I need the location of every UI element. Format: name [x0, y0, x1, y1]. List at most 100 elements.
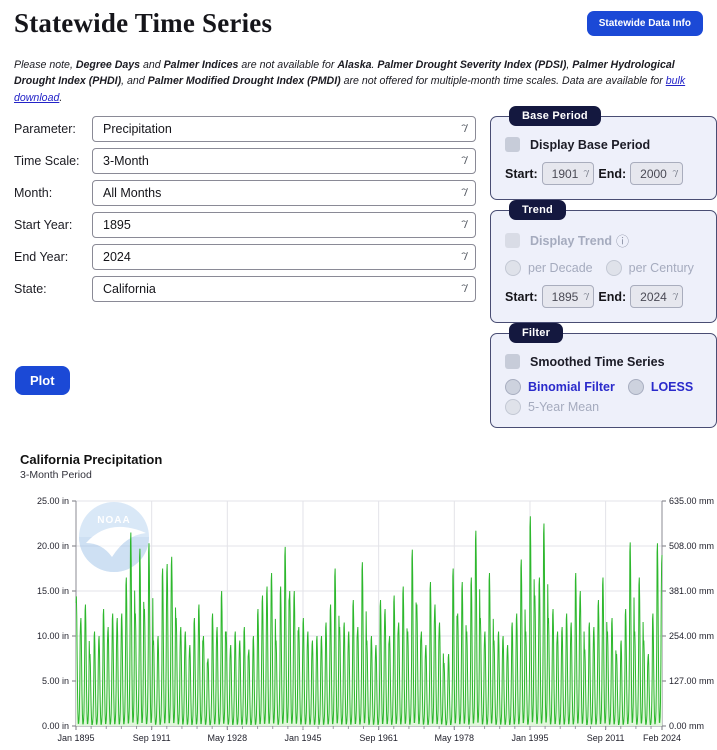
display-base-period-label: Display Base Period: [530, 137, 651, 152]
parameter-form: Parameter: Precipitation ˆ̸ Time Scale: …: [14, 116, 476, 428]
time-scale-select[interactable]: 3-Month ˆ̸: [92, 148, 476, 175]
trend-end-value: 2024: [640, 289, 667, 304]
state-select[interactable]: California ˆ̸: [92, 276, 476, 303]
smoothed-time-series-checkbox[interactable]: [505, 354, 520, 370]
per-century-radio: [605, 260, 622, 277]
base-period-end-select: 2000 ˆ̸: [630, 162, 683, 186]
trend-start-label: Start:: [505, 289, 538, 304]
svg-text:20.00 in: 20.00 in: [37, 541, 69, 551]
end-year-label: End Year:: [14, 250, 69, 265]
svg-text:254.00 mm: 254.00 mm: [669, 631, 714, 641]
svg-text:508.00 mm: 508.00 mm: [669, 541, 714, 551]
svg-text:15.00 in: 15.00 in: [37, 586, 69, 596]
chevron-down-icon: ˆ̸: [460, 219, 466, 231]
display-base-period-checkbox[interactable]: [505, 137, 520, 153]
parameter-select[interactable]: Precipitation ˆ̸: [92, 116, 476, 143]
chevron-down-icon: ˆ̸: [672, 291, 677, 302]
time-series-chart: 0.00 in 0.00 mm 5.00 in 127.00 mm 10.00 in 25…: [37, 496, 714, 743]
loess-radio[interactable]: [627, 379, 644, 396]
chevron-down-icon: ˆ̸: [460, 187, 466, 199]
chevron-down-icon: ˆ̸: [460, 251, 466, 263]
parameter-label: Parameter:: [14, 122, 76, 137]
binomial-filter-radio[interactable]: [505, 379, 521, 396]
base-period-panel: Base Period Display Base Period Start: 1…: [490, 106, 717, 201]
chevron-down-icon: ˆ̸: [583, 291, 588, 302]
statewide-data-info-button[interactable]: Statewide Data Info: [586, 11, 703, 36]
base-period-start-value: 1901: [551, 166, 579, 181]
svg-text:Sep 1961: Sep 1961: [359, 733, 398, 743]
svg-text:127.00 mm: 127.00 mm: [669, 676, 714, 686]
trend-end-label: End:: [598, 289, 627, 304]
controls-area: Parameter: Precipitation ˆ̸ Time Scale: …: [14, 106, 717, 429]
svg-text:0.00 in: 0.00 in: [42, 721, 69, 731]
chevron-down-icon: ˆ̸: [460, 123, 466, 135]
svg-text:May 1978: May 1978: [435, 733, 475, 743]
binomial-filter-label: Binomial Filter: [528, 380, 615, 395]
svg-text:May 1928: May 1928: [208, 733, 248, 743]
smoothed-time-series-label: Smoothed Time Series: [530, 354, 665, 369]
chevron-down-icon: ˆ̸: [460, 283, 466, 295]
page-title: Statewide Time Series: [14, 8, 273, 38]
form-row-month: Month: All Months ˆ̸: [14, 180, 476, 207]
filter-panel-title: Filter: [509, 323, 564, 344]
svg-text:NOAA: NOAA: [97, 515, 130, 526]
state-value: California: [103, 282, 156, 297]
svg-text:Sep 1911: Sep 1911: [133, 733, 171, 743]
per-decade-label: per Decade: [528, 261, 593, 276]
form-row-parameter: Parameter: Precipitation ˆ̸: [14, 116, 476, 143]
start-year-label: Start Year:: [14, 218, 73, 233]
trend-end-select: 2024 ˆ̸: [630, 285, 683, 309]
trend-start-value: 1895: [551, 289, 579, 304]
end-year-select[interactable]: 2024 ˆ̸: [92, 244, 476, 271]
month-select[interactable]: All Months ˆ̸: [92, 180, 476, 207]
five-year-mean-radio: [505, 399, 521, 416]
per-decade-radio: [505, 260, 521, 277]
time-scale-value: 3-Month: [103, 154, 149, 169]
svg-text:Sep 2011: Sep 2011: [587, 733, 625, 743]
base-period-start-label: Start:: [505, 166, 538, 181]
chart-subtitle: 3-Month Period: [20, 469, 92, 482]
start-year-select[interactable]: 1895 ˆ̸: [92, 212, 476, 239]
end-year-value: 2024: [103, 250, 131, 265]
options-panels: Base Period Display Base Period Start: 1…: [490, 106, 717, 429]
svg-text:0.00 mm: 0.00 mm: [669, 721, 704, 731]
svg-text:635.00 mm: 635.00 mm: [669, 496, 714, 506]
month-label: Month:: [14, 186, 53, 201]
svg-text:5.00 in: 5.00 in: [42, 676, 69, 686]
display-trend-checkbox: [505, 233, 520, 249]
start-year-value: 1895: [103, 218, 131, 233]
svg-text:Jan 1895: Jan 1895: [57, 733, 94, 743]
display-trend-label: Display Trend: [530, 233, 612, 248]
base-period-panel-title: Base Period: [509, 106, 601, 127]
time-scale-label: Time Scale:: [14, 154, 80, 169]
base-period-end-label: End:: [598, 166, 627, 181]
form-row-state: State: California ˆ̸: [14, 276, 476, 303]
form-row-end-year: End Year: 2024 ˆ̸: [14, 244, 476, 271]
base-period-start-select: 1901 ˆ̸: [541, 162, 595, 186]
chevron-down-icon: ˆ̸: [672, 168, 677, 179]
plot-button[interactable]: Plot: [15, 366, 70, 396]
chart-title: California Precipitation: [20, 452, 163, 468]
trend-panel: Trend Display Trend ⓘ per Decade per Cen…: [490, 200, 717, 324]
loess-label: LOESS: [650, 380, 694, 395]
chevron-down-icon: ˆ̸: [460, 155, 466, 167]
trend-panel-title: Trend: [509, 200, 566, 221]
filter-panel: Filter Smoothed Time Series Binomial Fil…: [490, 323, 717, 429]
noaa-logo-watermark: NOAA: [79, 502, 149, 573]
svg-text:Jan 1945: Jan 1945: [284, 733, 321, 743]
state-label: State:: [14, 282, 47, 297]
page-header: Statewide Time Series Statewide Data Inf…: [14, 8, 703, 39]
chevron-down-icon: ˆ̸: [583, 168, 588, 179]
bulk-download-link[interactable]: bulk download: [14, 75, 686, 104]
svg-text:10.00 in: 10.00 in: [37, 631, 69, 641]
base-period-end-value: 2000: [640, 166, 667, 181]
form-row-start-year: Start Year: 1895 ˆ̸: [14, 212, 476, 239]
info-icon: ⓘ: [615, 234, 629, 250]
chart-section: California Precipitation 3-Month Period …: [14, 452, 714, 750]
parameter-value: Precipitation: [103, 122, 172, 137]
svg-text:381.00 mm: 381.00 mm: [669, 586, 714, 596]
svg-text:Feb 2024: Feb 2024: [643, 733, 681, 743]
trend-start-select: 1895 ˆ̸: [541, 285, 595, 309]
month-value: All Months: [103, 186, 162, 201]
per-century-label: per Century: [628, 261, 694, 276]
